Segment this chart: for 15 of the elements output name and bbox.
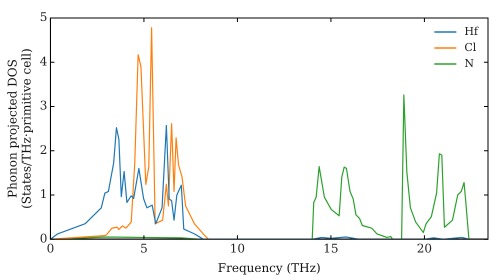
y-tick-label: 0	[40, 231, 48, 246]
x-tick-label: 15	[323, 242, 339, 256]
x-tick-label: 5	[140, 242, 148, 256]
y-axis-title: Phonon projected DOS (States/THz·primitive cell)	[5, 48, 34, 209]
y-tick-label: 2	[40, 142, 48, 157]
y-tick-label: 1	[40, 187, 48, 202]
x-axis-title: Frequency (THz)	[218, 260, 321, 275]
y-tick-label: 4	[40, 54, 48, 68]
y-tick-label: 5	[40, 10, 48, 24]
x-tick-label: 10	[230, 242, 246, 256]
y-tick-label: 3	[40, 98, 48, 113]
x-tick-label: 20	[416, 242, 432, 256]
legend-label: Hf	[464, 24, 479, 38]
legend-label: N	[464, 56, 474, 70]
legend-label: Cl	[464, 40, 477, 54]
